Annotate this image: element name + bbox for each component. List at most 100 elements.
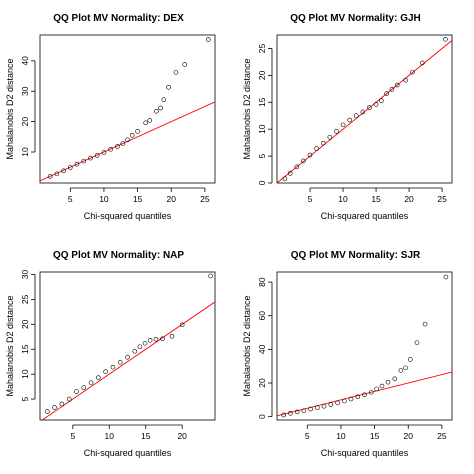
data-point — [166, 84, 171, 90]
y-axis-label: Mahalanobis D2 distance — [242, 58, 252, 159]
data-point — [74, 161, 80, 167]
data-point — [143, 120, 148, 126]
data-point — [61, 168, 66, 174]
data-point — [374, 386, 379, 392]
panel-title: QQ Plot MV Normality: NAP — [53, 250, 184, 261]
data-point — [282, 176, 288, 181]
y-tick-label: 0 — [257, 180, 267, 185]
data-point — [414, 340, 420, 345]
data-point — [142, 340, 148, 346]
data-point — [110, 364, 116, 370]
y-tick-label: 40 — [257, 344, 267, 354]
reference-line — [277, 371, 452, 417]
reference-line — [277, 40, 452, 183]
data-point — [362, 392, 367, 398]
y-tick-label: 0 — [257, 414, 267, 419]
data-point — [161, 97, 167, 103]
x-tick-label: 10 — [336, 431, 346, 441]
data-point — [403, 77, 409, 83]
y-tick-label: 25 — [20, 294, 30, 304]
data-point — [81, 158, 87, 164]
data-point — [410, 69, 415, 75]
y-tick-label: 25 — [257, 43, 267, 53]
data-point — [158, 105, 163, 111]
y-tick-label: 40 — [20, 56, 30, 66]
data-point — [407, 357, 413, 362]
x-axis-label: Chi-squared quantiles — [84, 448, 172, 458]
y-tick-label: 15 — [20, 344, 30, 354]
reference-line — [41, 301, 215, 420]
data-point — [373, 102, 379, 107]
x-tick-label: 20 — [167, 194, 177, 204]
data-point — [74, 389, 79, 394]
data-point — [315, 405, 320, 411]
y-tick-label: 5 — [257, 153, 267, 158]
data-point — [67, 165, 73, 170]
data-point — [287, 171, 293, 176]
x-tick-label: 20 — [177, 431, 187, 441]
data-point — [47, 174, 53, 179]
x-tick-label: 20 — [404, 194, 414, 204]
y-tick-label: 20 — [20, 117, 30, 127]
data-point — [360, 109, 366, 115]
data-point — [389, 87, 395, 92]
data-point — [314, 146, 319, 151]
panel-title: QQ Plot MV Normality: SJR — [291, 250, 421, 261]
data-point — [59, 401, 65, 407]
data-point — [307, 152, 313, 158]
data-point — [125, 137, 130, 143]
data-point — [301, 408, 307, 414]
data-point — [120, 141, 126, 146]
data-point — [398, 368, 404, 373]
x-tick-label: 15 — [370, 431, 380, 441]
data-point — [335, 400, 340, 406]
panel-1: QQ Plot MV Normality: DEX 5 10 15 20 25 10 20 30… — [5, 13, 216, 221]
panel-2: QQ Plot MV Normality: GJH 5 10 15 20 25 0 5 10 15… — [242, 13, 453, 221]
x-tick-label: 5 — [305, 431, 310, 441]
y-tick-label: 80 — [257, 277, 267, 287]
y-axis-label: Mahalanobis D2 distance — [5, 295, 15, 396]
data-point — [54, 171, 60, 177]
data-point — [44, 409, 50, 414]
data-point — [379, 383, 385, 389]
data-point — [81, 385, 87, 390]
data-point — [117, 359, 123, 365]
x-tick-label: 5 — [70, 431, 75, 441]
y-tick-label: 20 — [257, 70, 267, 80]
panel-4: QQ Plot MV Normality: SJR 5 10 15 20 25 0 20 40 6… — [242, 250, 453, 458]
data-point — [147, 118, 153, 123]
data-point — [294, 409, 300, 415]
data-point — [160, 336, 165, 342]
data-point — [173, 70, 179, 75]
data-point — [101, 150, 107, 155]
data-point — [367, 105, 372, 110]
data-point — [320, 140, 326, 146]
data-point — [348, 396, 354, 402]
data-point — [288, 410, 293, 416]
x-tick-label: 25 — [437, 194, 447, 204]
data-point — [94, 153, 100, 158]
data-point — [355, 394, 361, 400]
data-point — [327, 134, 333, 140]
data-point — [88, 155, 93, 161]
data-point — [129, 132, 135, 138]
y-tick-label: 10 — [20, 147, 30, 157]
data-point — [328, 402, 334, 407]
data-point — [422, 321, 428, 327]
x-tick-label: 15 — [133, 194, 143, 204]
data-point — [96, 375, 101, 380]
data-point — [342, 398, 347, 404]
data-point — [340, 122, 346, 128]
x-tick-label: 25 — [437, 431, 447, 441]
data-point — [154, 108, 159, 114]
panel-title: QQ Plot MV Normality: GJH — [290, 13, 421, 24]
data-point — [294, 164, 300, 170]
data-point — [281, 412, 287, 418]
data-point — [301, 158, 306, 164]
reference-line — [40, 101, 215, 182]
plot-frame — [39, 34, 216, 184]
data-point — [443, 274, 449, 280]
y-tick-label: 5 — [20, 396, 30, 401]
